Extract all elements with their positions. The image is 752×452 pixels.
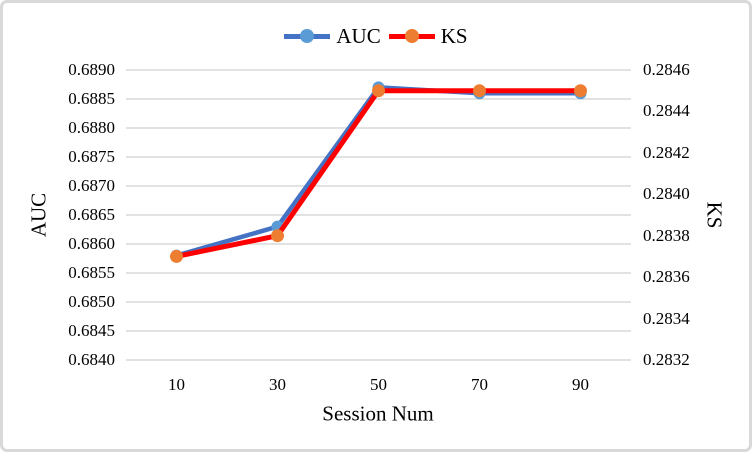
y-axis-left-tick-label: 0.6860 bbox=[68, 234, 115, 253]
y-axis-left-tick-label: 0.6875 bbox=[68, 147, 115, 166]
plot-area bbox=[126, 69, 631, 361]
y-axis-right-tick-label: 0.2834 bbox=[643, 308, 690, 328]
y-axis-left-tick-label: 0.6885 bbox=[68, 89, 115, 108]
ks-data-point bbox=[372, 84, 385, 98]
y-axis-left-tick-label: 0.6880 bbox=[68, 118, 115, 137]
ks-data-point bbox=[170, 249, 183, 263]
x-axis-tick-label: 10 bbox=[168, 375, 185, 394]
y-axis-left-tick-label: 0.6840 bbox=[68, 350, 115, 369]
y-axis-right-tick-label: 0.2844 bbox=[643, 101, 690, 121]
x-axis-title: Session Num bbox=[322, 401, 434, 426]
ks-data-point bbox=[271, 229, 284, 243]
x-axis-tick-label: 50 bbox=[370, 375, 387, 394]
legend-label-ks: KS bbox=[440, 23, 468, 48]
ks-data-point bbox=[574, 84, 587, 98]
y-axis-right-tick-label: 0.2836 bbox=[643, 267, 690, 287]
ks-line bbox=[174, 88, 583, 259]
legend-label-auc: AUC bbox=[336, 23, 381, 48]
auc-marker-icon bbox=[300, 29, 315, 43]
y-axis-left-tick-label: 0.6870 bbox=[68, 176, 115, 195]
auc-line bbox=[174, 85, 583, 258]
y-axis-right-tick-label: 0.2846 bbox=[643, 60, 690, 79]
ks-data-point bbox=[473, 84, 486, 98]
y-axis-left-tick-label: 0.6890 bbox=[68, 60, 115, 79]
y-axis-left-tick-label: 0.6850 bbox=[68, 292, 115, 311]
ks-line-swatch bbox=[388, 29, 435, 43]
y-axis-right-tick-label: 0.2832 bbox=[643, 350, 690, 369]
ks-marker-icon bbox=[404, 29, 419, 43]
x-axis-tick-label: 70 bbox=[471, 375, 488, 394]
y-axis-left-tick-label: 0.6855 bbox=[68, 263, 115, 282]
legend-item-auc: AUC bbox=[284, 23, 381, 48]
legend-item-ks: KS bbox=[388, 23, 468, 48]
x-axis-tick-label: 30 bbox=[269, 375, 286, 394]
y-axis-right-tick-label: 0.2840 bbox=[643, 184, 690, 204]
y-axis-right-tick-label: 0.2842 bbox=[643, 142, 690, 162]
x-axis-tick-label: 90 bbox=[572, 375, 589, 394]
legend: AUC KS bbox=[3, 23, 749, 49]
y-axis-left-tick-label: 0.6845 bbox=[68, 321, 115, 340]
y-axis-left-tick-label: 0.6865 bbox=[68, 205, 115, 224]
y-axis-right-tick-label: 0.2838 bbox=[643, 225, 690, 245]
auc-line-swatch bbox=[284, 29, 331, 43]
